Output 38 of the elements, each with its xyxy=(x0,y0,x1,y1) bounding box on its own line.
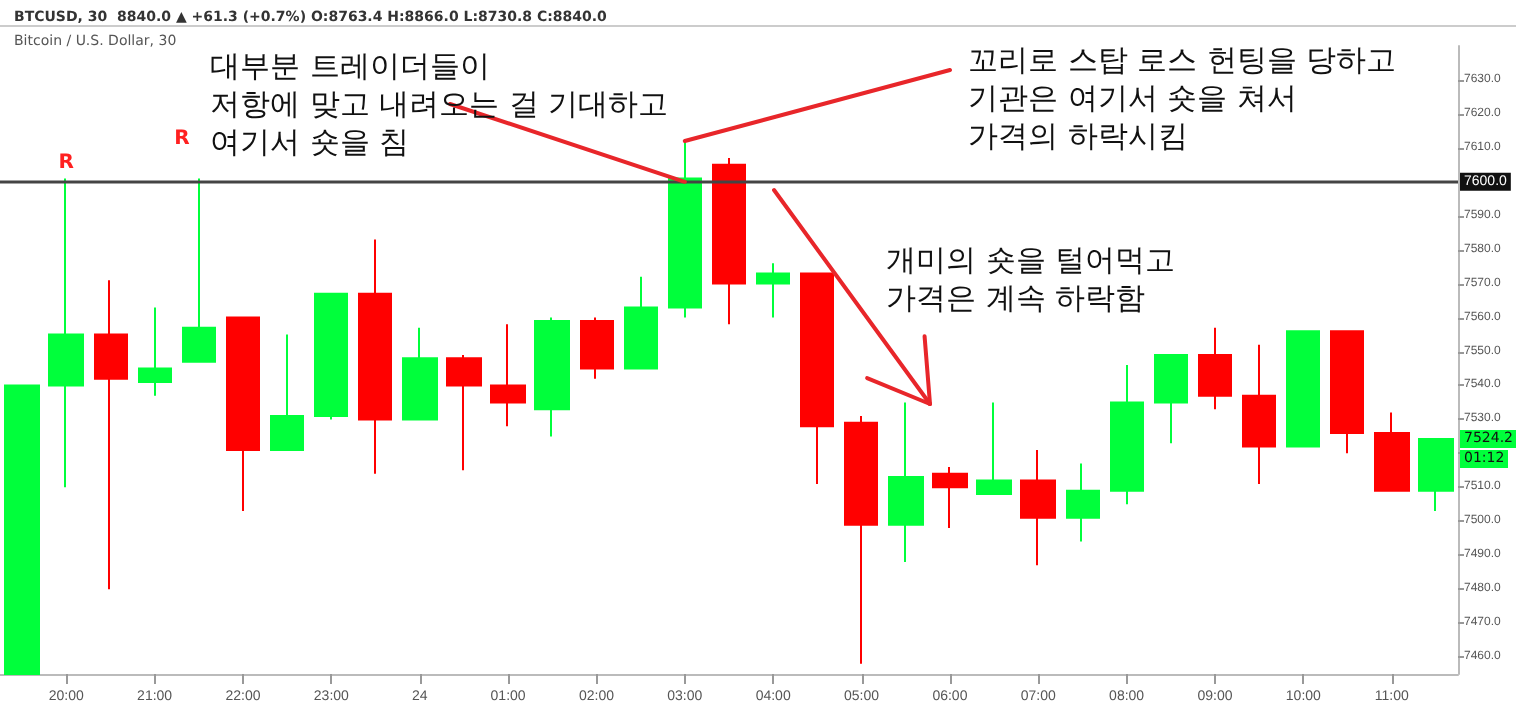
candlestick xyxy=(314,292,348,421)
candlestick xyxy=(580,316,614,380)
annotation: R xyxy=(58,152,74,175)
candlestick xyxy=(1066,462,1100,543)
candlestick xyxy=(844,415,878,665)
candlestick xyxy=(4,384,40,675)
candlestick xyxy=(270,333,304,451)
candlestick xyxy=(888,401,924,563)
candlestick xyxy=(358,238,392,475)
candlestick xyxy=(800,272,834,485)
candlestick xyxy=(534,316,570,438)
candlestick xyxy=(1198,326,1232,411)
candlestick xyxy=(1374,411,1410,492)
candlestick xyxy=(48,177,84,489)
candlestick xyxy=(490,323,526,428)
annotation: 꼬리로 스탑 로스 헌팅을 당하고 기관은 여기서 숏을 쳐서 가격의 하락시킴 xyxy=(968,42,1397,156)
candlestick xyxy=(976,401,1012,496)
annotation: R xyxy=(174,128,190,150)
candlestick xyxy=(668,140,702,319)
candlestick xyxy=(446,353,482,472)
candlestick xyxy=(1286,330,1320,448)
candlestick xyxy=(94,279,128,591)
candlestick xyxy=(756,262,790,319)
candlestick xyxy=(932,465,968,530)
candlestick xyxy=(402,326,438,421)
candlestick xyxy=(1330,330,1364,455)
candlestick xyxy=(226,316,260,513)
candlestick xyxy=(1110,364,1144,506)
candlestick xyxy=(1020,448,1056,567)
candlestick xyxy=(1418,438,1454,513)
candlestick xyxy=(712,157,746,326)
candlestick xyxy=(1154,353,1188,445)
candlestick xyxy=(138,306,172,397)
annotation: 개미의 숏을 털어먹고 가격은 계속 하락함 xyxy=(886,242,1176,318)
candlestick xyxy=(182,177,216,363)
candlestick xyxy=(624,275,658,370)
candlestick xyxy=(1242,343,1276,485)
annotation: 대부분 트레이더들이 저항에 맞고 내려오는 걸 기대하고 여기서 숏을 침 xyxy=(210,48,669,162)
